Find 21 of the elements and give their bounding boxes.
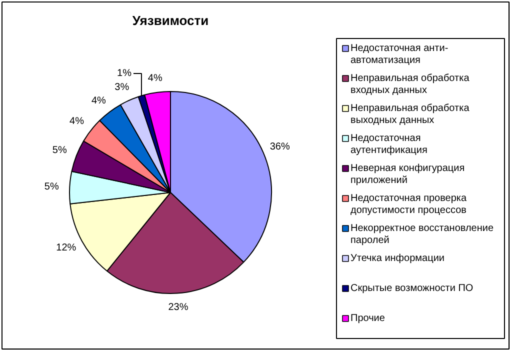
- legend-label: Скрытые возможности ПО: [350, 283, 474, 294]
- data-label: 1%: [117, 68, 132, 80]
- data-label: 4%: [91, 95, 106, 106]
- legend-label: Недостаточная анти-автоматизация: [350, 43, 448, 66]
- legend-label: Утечка информации: [350, 253, 444, 264]
- legend-label: Неправильная обработка входных данных: [350, 73, 470, 96]
- data-label: 4%: [148, 72, 162, 84]
- data-label: 23%: [168, 302, 188, 313]
- data-label: 12%: [56, 242, 76, 254]
- data-label: 36%: [270, 142, 290, 153]
- legend-label: Недостаточная проверка допустимости процессов: [350, 193, 468, 216]
- data-label: 3%: [114, 82, 130, 94]
- data-label: 4%: [70, 116, 84, 128]
- data-label: 5%: [44, 181, 59, 192]
- legend-label: Неправильная обработка выходных данных: [350, 103, 470, 126]
- legend-label: Недостаточная аутентификация: [350, 133, 428, 156]
- data-label: 5%: [52, 145, 67, 156]
- chart-title: Уязвимости: [132, 13, 209, 28]
- legend-label: Прочие: [350, 313, 386, 324]
- legend-label: Некорректное восстановление паролей: [350, 223, 494, 246]
- legend-label: Неверная конфигурация приложений: [350, 163, 465, 186]
